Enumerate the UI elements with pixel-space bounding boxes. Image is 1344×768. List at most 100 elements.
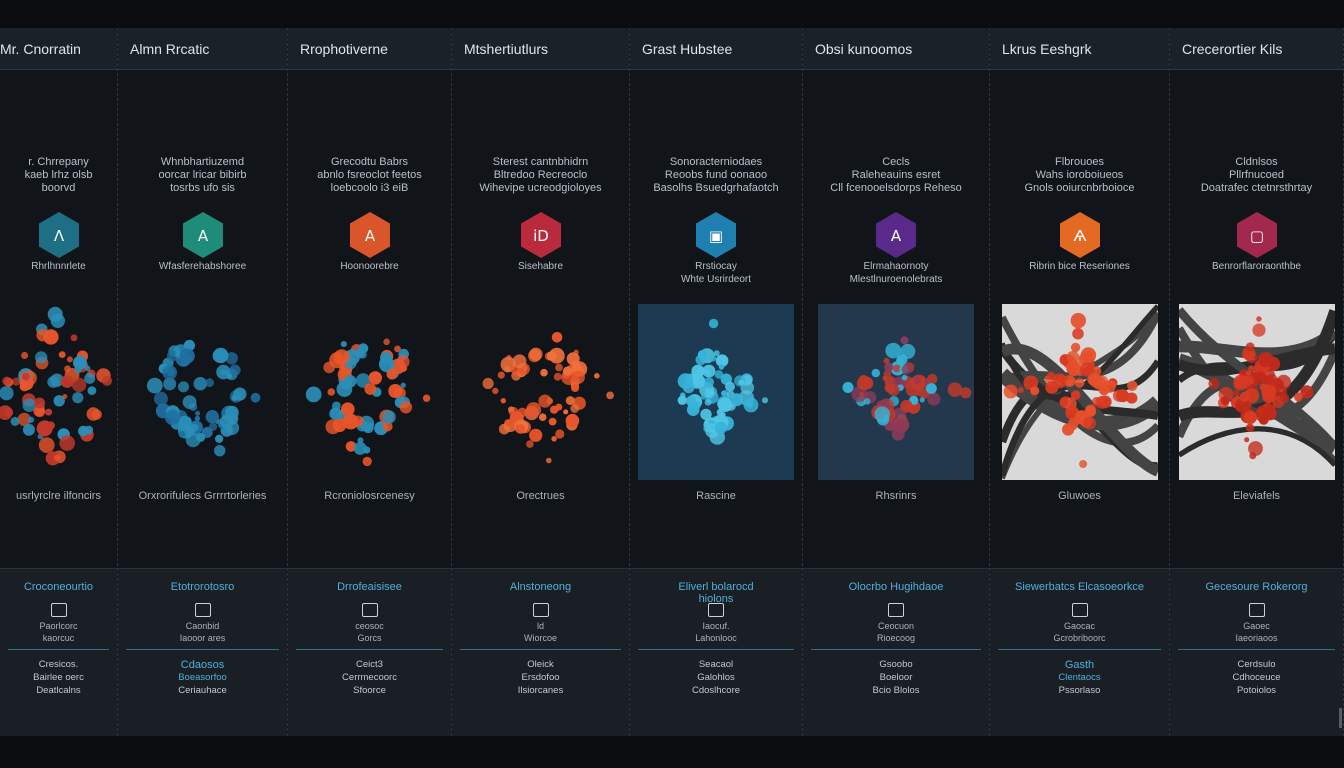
- document-icon: [1071, 603, 1088, 617]
- category-label: Wfasferehabshoree: [118, 260, 287, 273]
- column-7: Lkrus Eeshgrk Flbrouoes Wahs ioroboiueos Gn…: [990, 28, 1170, 737]
- category-hex-icon[interactable]: ▣: [693, 210, 739, 260]
- visualization-caption: Gluwoes: [1058, 490, 1101, 502]
- category-line: Rrstiocay: [695, 261, 737, 272]
- molecule-visualization[interactable]: [1001, 304, 1158, 480]
- visualization-caption: Rcroniolosrcenesy: [324, 490, 415, 502]
- metric-line: Caonbid: [185, 621, 220, 631]
- metric-value: Ceict3: [356, 659, 383, 670]
- category-line: Rhrlhnnrlete: [31, 261, 86, 272]
- metric-line: Iaocuf.: [702, 621, 730, 631]
- metrics-panel: Gecesoure Rokerorg Gaoec Iaeoriaoos Cerdsul…: [1170, 568, 1343, 737]
- column-5: Grast Hubstee Sonoracterniodaes Reoobs fun…: [630, 28, 803, 737]
- description-line: Flbrouoes: [1055, 156, 1104, 168]
- column-header[interactable]: Rrophotiverne: [288, 28, 451, 70]
- metric-line: ld: [536, 621, 544, 631]
- description-line: Wahs ioroboiueos: [1035, 169, 1124, 181]
- description-line: abnlo fsreoclot feetos: [317, 169, 422, 181]
- visualization-caption: Eleviafels: [1232, 490, 1281, 502]
- category-hex-icon[interactable]: A: [180, 210, 226, 260]
- category-line: Wfasferehabshoree: [158, 261, 247, 272]
- metrics-divider: [296, 649, 443, 650]
- column-header[interactable]: Crecerortier Kils: [1170, 28, 1343, 70]
- category-hex-icon[interactable]: iD: [518, 210, 564, 260]
- category-hex-icon[interactable]: A: [873, 210, 919, 260]
- metrics-divider: [1178, 649, 1335, 650]
- column-header[interactable]: Mtshertiutlurs: [452, 28, 629, 70]
- column-header[interactable]: Lkrus Eeshgrk: [990, 28, 1169, 70]
- molecule-visualization[interactable]: [463, 304, 619, 480]
- svg-text:▢: ▢: [1249, 227, 1263, 245]
- comparison-board: Mr. Cnorratin r. Chrrepany kaeb lrhz olsb b…: [0, 28, 1344, 737]
- category-hex-icon[interactable]: Ѧ: [1057, 210, 1103, 260]
- metrics-divider: [460, 649, 621, 650]
- molecule-visualization[interactable]: [292, 304, 448, 480]
- description-line: Bltredoo Recreoclo: [493, 169, 588, 181]
- column-description: Sonoracterniodaes Reoobs fund oonaoo Basol…: [630, 156, 802, 195]
- metrics-panel: Croconeourtio Paorlcorc kaorcuc Cresicos. Ba…: [0, 568, 117, 737]
- molecule-visualization[interactable]: [125, 304, 281, 480]
- metric-line: Iaeoriaoos: [1235, 633, 1278, 643]
- category-line: Whte Usrirdeort: [680, 274, 751, 285]
- metrics-title-line: Siewerbatcs Elcasoeorkce: [1014, 581, 1144, 593]
- document-icon: [361, 603, 378, 617]
- metrics-title[interactable]: Olocrbo Hugihdaoe: [803, 581, 989, 593]
- column-header[interactable]: Obsi kunoomos: [803, 28, 989, 70]
- column-8: Crecerortier Kils Cldnlsos Pllrfnucoed Doat…: [1170, 28, 1344, 737]
- metric-value: Galohlos: [697, 672, 735, 683]
- column-6: Obsi kunoomos Cecls Raleheauins esret Cll f…: [803, 28, 990, 737]
- metrics-title[interactable]: Alnstoneong: [452, 581, 629, 593]
- description-line: Cll fcenooelsdorps Reheso: [830, 182, 962, 194]
- metrics-divider: [998, 649, 1161, 650]
- molecule-visualization[interactable]: [818, 304, 974, 480]
- metric-value: Bcio Blolos: [872, 685, 920, 696]
- category-label: Hoonoorebre: [288, 260, 451, 273]
- category-line: Elrmahaornoty: [863, 261, 929, 272]
- metrics-title[interactable]: Croconeourtio: [0, 581, 117, 593]
- molecule-visualization[interactable]: [1178, 304, 1335, 480]
- column-header[interactable]: Almn Rrcatic: [118, 28, 287, 70]
- metrics-panel: Alnstoneong ld Wiorcoe Oleick Ersdofoo Ilsior…: [452, 568, 629, 737]
- metrics-title[interactable]: Etotrorotosro: [118, 581, 287, 593]
- description-line: Raleheauins esret: [851, 169, 941, 181]
- metric-value: Cerdsulo: [1237, 659, 1276, 670]
- column-header[interactable]: Mr. Cnorratin: [0, 28, 117, 70]
- description-line: Basolhs Bsuedgrhafaotch: [653, 182, 779, 194]
- metrics-title[interactable]: Eliverl bolarocd hiolons: [630, 581, 802, 605]
- category-line: Sisehabre: [517, 261, 564, 272]
- column-1: Mr. Cnorratin r. Chrrepany kaeb lrhz olsb b…: [0, 28, 118, 737]
- metrics-panel: Eliverl bolarocd hiolons Iaocuf. Lahonlooc S…: [630, 568, 802, 737]
- category-hex-icon[interactable]: Λ: [36, 210, 82, 260]
- description-line: Sonoracterniodaes: [669, 156, 763, 168]
- molecule-visualization[interactable]: [0, 304, 137, 480]
- metrics-title[interactable]: Drrofeaisisee: [288, 581, 451, 593]
- metric-value: Cresicos.: [38, 659, 79, 670]
- svg-text:A: A: [891, 227, 902, 245]
- metric-value: Pssorlaso: [1058, 685, 1101, 696]
- column-description: Sterest cantnbhidrn Bltredoo Recreoclo Wih…: [452, 156, 629, 195]
- molecule-visualization[interactable]: [638, 304, 794, 480]
- description-line: Whnbhartiuzemd: [160, 156, 245, 168]
- column-description: Cecls Raleheauins esret Cll fcenooelsdorps…: [803, 156, 989, 195]
- scrollbar-thumb[interactable]: [1339, 708, 1342, 728]
- visualization-caption: Orectrues: [516, 490, 565, 502]
- document-icon: [708, 603, 724, 617]
- category-hex-icon[interactable]: A: [347, 210, 393, 260]
- bottom-bar: [0, 736, 1344, 768]
- category-label: Rhrlhnnrlete: [0, 260, 117, 273]
- column-header[interactable]: Grast Hubstee: [630, 28, 802, 70]
- description-line: boorvd: [41, 182, 76, 194]
- metrics-title[interactable]: Siewerbatcs Elcasoeorkce: [990, 581, 1169, 593]
- metrics-title[interactable]: Gecesoure Rokerorg: [1170, 581, 1343, 593]
- metric-value: Seacaol: [698, 659, 734, 670]
- metric-value: Cdaosos: [180, 659, 225, 671]
- visualization-caption: Rascine: [696, 490, 736, 502]
- category-line: Hoonoorebre: [340, 261, 399, 272]
- category-hex-icon[interactable]: ▢: [1234, 210, 1280, 260]
- category-label: Rrstiocay Whte Usrirdeort: [630, 260, 802, 286]
- svg-text:Λ: Λ: [53, 227, 64, 245]
- category-line: Mlestlnuroenolebrats: [849, 274, 943, 285]
- metric-line: kaorcuc: [42, 633, 75, 643]
- visualization-caption: Rhsrinrs: [875, 490, 917, 502]
- metrics-panel: Drrofeaisisee ceosoc Gorcs Ceict3 Cerrmecoor…: [288, 568, 451, 737]
